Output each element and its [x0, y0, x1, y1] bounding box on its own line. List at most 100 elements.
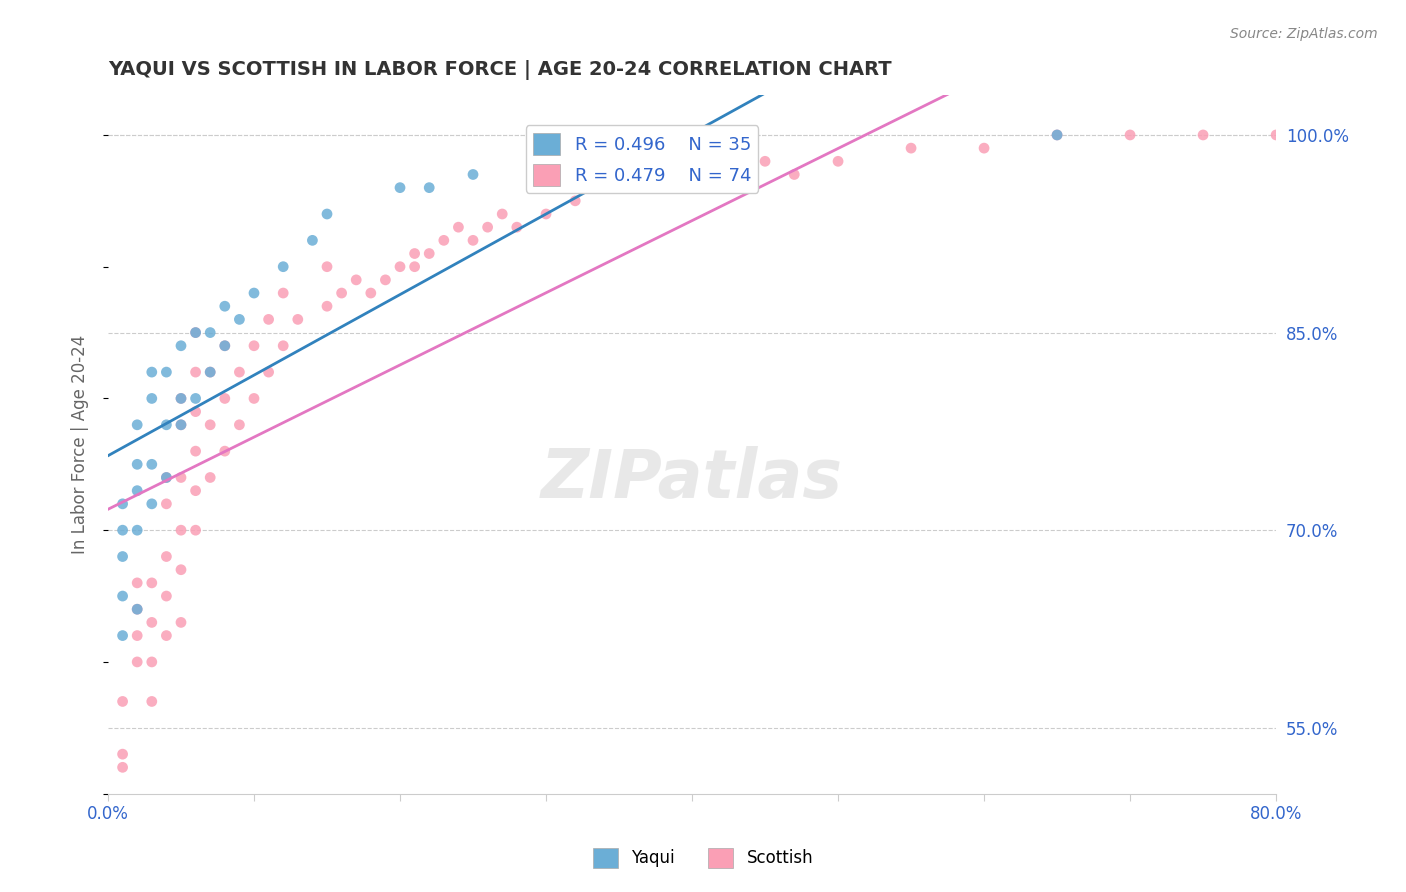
- Point: [228, 312, 250, 326]
- Point: [271, 260, 294, 274]
- Point: [506, 220, 529, 235]
- Point: [389, 180, 412, 194]
- Point: [404, 246, 426, 260]
- Point: [184, 326, 207, 340]
- Point: [418, 246, 440, 260]
- Point: [418, 180, 440, 194]
- Point: [170, 563, 193, 577]
- Point: [710, 168, 733, 182]
- Point: [141, 392, 163, 406]
- Point: [184, 404, 207, 418]
- Point: [1192, 128, 1215, 142]
- Point: [127, 483, 149, 498]
- Point: [155, 497, 177, 511]
- Point: [170, 470, 193, 484]
- Point: [141, 615, 163, 630]
- Point: [170, 392, 193, 406]
- Point: [214, 339, 236, 353]
- Text: ZIPatlas: ZIPatlas: [541, 447, 844, 513]
- Point: [447, 220, 470, 235]
- Point: [111, 629, 134, 643]
- Point: [1119, 128, 1142, 142]
- Point: [301, 233, 323, 247]
- Point: [111, 497, 134, 511]
- Point: [170, 392, 193, 406]
- Point: [316, 299, 339, 313]
- Y-axis label: In Labor Force | Age 20-24: In Labor Force | Age 20-24: [72, 334, 89, 554]
- Point: [243, 286, 266, 301]
- Point: [243, 339, 266, 353]
- Point: [330, 286, 353, 301]
- Point: [461, 233, 484, 247]
- Point: [184, 444, 207, 458]
- Point: [111, 549, 134, 564]
- Point: [155, 470, 177, 484]
- Point: [783, 168, 806, 182]
- Point: [360, 286, 382, 301]
- Point: [228, 417, 250, 432]
- Point: [316, 260, 339, 274]
- Point: [111, 694, 134, 708]
- Point: [534, 207, 557, 221]
- Point: [344, 273, 367, 287]
- Point: [461, 168, 484, 182]
- Point: [141, 575, 163, 590]
- Point: [200, 365, 222, 379]
- Point: [477, 220, 499, 235]
- Point: [184, 392, 207, 406]
- Point: [141, 458, 163, 472]
- Point: [228, 365, 250, 379]
- Point: [287, 312, 309, 326]
- Point: [155, 589, 177, 603]
- Point: [111, 523, 134, 537]
- Point: [127, 458, 149, 472]
- Point: [127, 655, 149, 669]
- Point: [607, 180, 630, 194]
- Point: [111, 760, 134, 774]
- Point: [141, 694, 163, 708]
- Point: [155, 417, 177, 432]
- Point: [404, 260, 426, 274]
- Point: [170, 417, 193, 432]
- Point: [271, 339, 294, 353]
- Point: [200, 326, 222, 340]
- Point: [681, 180, 703, 194]
- Point: [111, 747, 134, 761]
- Text: YAQUI VS SCOTTISH IN LABOR FORCE | AGE 20-24 CORRELATION CHART: YAQUI VS SCOTTISH IN LABOR FORCE | AGE 2…: [108, 60, 891, 79]
- Point: [141, 497, 163, 511]
- Point: [200, 417, 222, 432]
- Point: [184, 483, 207, 498]
- Point: [389, 260, 412, 274]
- Point: [127, 602, 149, 616]
- Point: [170, 615, 193, 630]
- Point: [111, 589, 134, 603]
- Point: [491, 207, 513, 221]
- Point: [155, 365, 177, 379]
- Point: [155, 549, 177, 564]
- Point: [827, 154, 849, 169]
- Point: [651, 168, 673, 182]
- Point: [127, 575, 149, 590]
- Point: [170, 339, 193, 353]
- Point: [127, 602, 149, 616]
- Point: [155, 629, 177, 643]
- Legend: Yaqui, Scottish: Yaqui, Scottish: [586, 841, 820, 875]
- Point: [900, 141, 922, 155]
- Point: [1046, 128, 1069, 142]
- Point: [141, 365, 163, 379]
- Point: [257, 365, 280, 379]
- Point: [184, 523, 207, 537]
- Point: [257, 312, 280, 326]
- Point: [374, 273, 396, 287]
- Text: Source: ZipAtlas.com: Source: ZipAtlas.com: [1230, 27, 1378, 41]
- Point: [155, 470, 177, 484]
- Point: [214, 444, 236, 458]
- Point: [184, 326, 207, 340]
- Point: [170, 523, 193, 537]
- Point: [184, 365, 207, 379]
- Point: [316, 207, 339, 221]
- Legend: R = 0.496    N = 35, R = 0.479    N = 74: R = 0.496 N = 35, R = 0.479 N = 74: [526, 126, 758, 193]
- Point: [243, 392, 266, 406]
- Point: [564, 194, 586, 208]
- Point: [127, 523, 149, 537]
